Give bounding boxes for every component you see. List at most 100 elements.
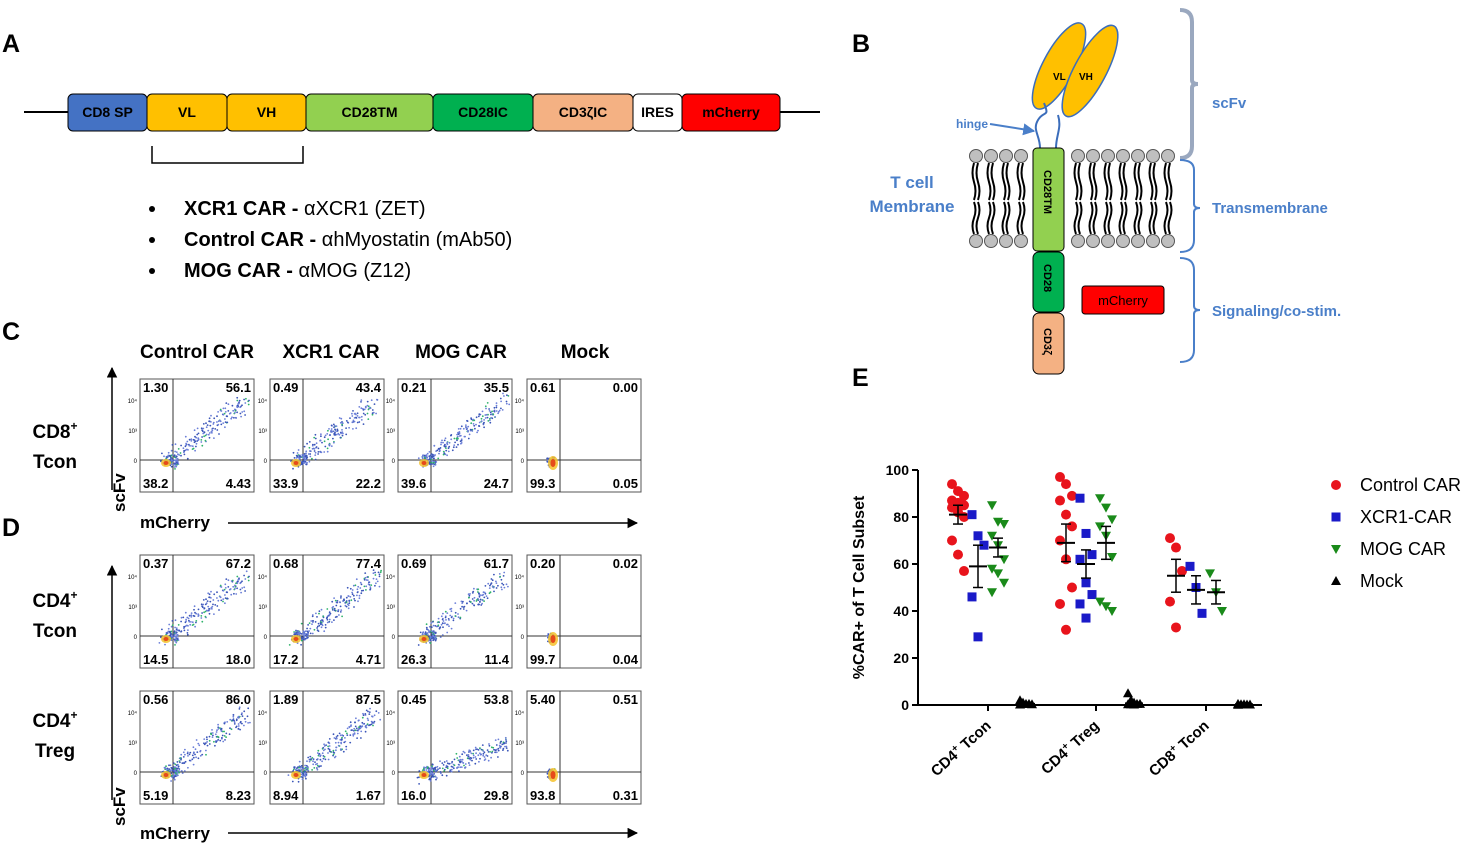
data-point [1081, 528, 1091, 538]
flow-event [470, 428, 472, 431]
flow-event [439, 449, 441, 452]
flow-event [306, 630, 309, 633]
flow-event [200, 441, 203, 443]
flow-event [446, 443, 449, 446]
flow-event [203, 738, 206, 740]
flow-event [236, 404, 239, 407]
flow-event [328, 621, 331, 623]
flow-event [351, 591, 353, 594]
flow-event [451, 760, 454, 763]
lipid-head [1146, 234, 1160, 248]
flow-event [445, 619, 447, 621]
flow-event [353, 727, 356, 730]
flow-event [183, 770, 186, 772]
flow-event [241, 580, 243, 583]
flow-event [507, 585, 509, 588]
flow-event [355, 427, 358, 430]
flow-event [459, 616, 462, 619]
flow-event [186, 457, 189, 460]
flow-event [442, 626, 444, 629]
quadrant-lower-left: 8.94 [273, 788, 299, 803]
flow-event [326, 621, 329, 624]
flow-event [460, 600, 463, 603]
flow-event [226, 421, 229, 424]
lipid-tail [990, 162, 996, 201]
flow-event [456, 433, 458, 436]
flow-event [306, 632, 309, 635]
flow-event [483, 600, 485, 602]
flow-event [479, 753, 482, 756]
flow-event [305, 457, 308, 460]
quadrant-upper-right: 86.0 [226, 692, 251, 707]
flow-event [328, 738, 331, 740]
flow-event [372, 572, 375, 575]
quadrant-upper-right: 35.5 [484, 380, 509, 395]
group-label-sup: + [1060, 740, 1072, 752]
flow-event [304, 460, 306, 463]
flow-event [236, 580, 239, 583]
flow-event [212, 603, 214, 606]
flow-event [466, 754, 468, 757]
flow-event [473, 587, 475, 590]
lipid-head [1101, 149, 1115, 163]
flow-event [373, 403, 376, 405]
flow-event [206, 744, 209, 747]
flow-event [226, 415, 229, 418]
quadrant-lower-right: 4.43 [226, 476, 251, 491]
flow-column-header: XCR1 CAR [282, 342, 379, 363]
flow-event [297, 631, 299, 633]
flow-event [169, 770, 171, 772]
flow-event [489, 421, 492, 424]
flow-event [329, 434, 331, 436]
vh-domain [1061, 24, 1119, 118]
lipid-tail [1092, 162, 1098, 201]
flow-event [443, 770, 446, 772]
flow-event [227, 586, 230, 588]
flow-event [442, 612, 444, 615]
flow-event [497, 584, 499, 587]
flow-event [429, 780, 432, 782]
construct-segment-label: CD28IC [458, 104, 508, 120]
quadrant-upper-left: 0.49 [273, 380, 298, 395]
flow-event [432, 457, 435, 460]
quadrant-upper-left: 0.37 [143, 556, 168, 571]
flow-event [461, 758, 464, 761]
flow-event [224, 583, 227, 586]
flow-event [437, 624, 440, 627]
flow-event [241, 411, 244, 413]
flow-event [507, 395, 510, 397]
flow-event [218, 609, 220, 611]
flow-event [245, 397, 247, 400]
density-core [550, 771, 556, 779]
flow-event [319, 622, 322, 624]
flow-event [425, 623, 428, 626]
flow-event [372, 569, 375, 571]
flow-event [194, 748, 197, 751]
data-point [1171, 542, 1181, 553]
flow-event [224, 597, 227, 599]
flow-event [206, 609, 209, 612]
flow-event [185, 442, 188, 445]
flow-event [432, 621, 434, 623]
flow-event [495, 402, 498, 404]
flow-event [316, 629, 319, 632]
flow-event [201, 620, 204, 623]
flow-event [328, 613, 331, 616]
flow-event [442, 620, 445, 622]
flow-event [333, 619, 335, 621]
flow-event [467, 593, 470, 596]
flow-event [437, 621, 440, 623]
flow-plot-frame [397, 378, 513, 493]
flow-event [317, 622, 320, 625]
flow-row-label: CD8+ [32, 419, 77, 443]
flow-event [325, 617, 328, 620]
data-point [1055, 598, 1065, 609]
flow-event [497, 747, 500, 750]
flow-event [300, 768, 303, 771]
flow-event [174, 770, 177, 772]
flow-event [372, 724, 374, 727]
flow-event [364, 413, 367, 416]
flow-event [293, 767, 296, 769]
flow-event [428, 631, 430, 633]
flow-event [237, 727, 240, 730]
